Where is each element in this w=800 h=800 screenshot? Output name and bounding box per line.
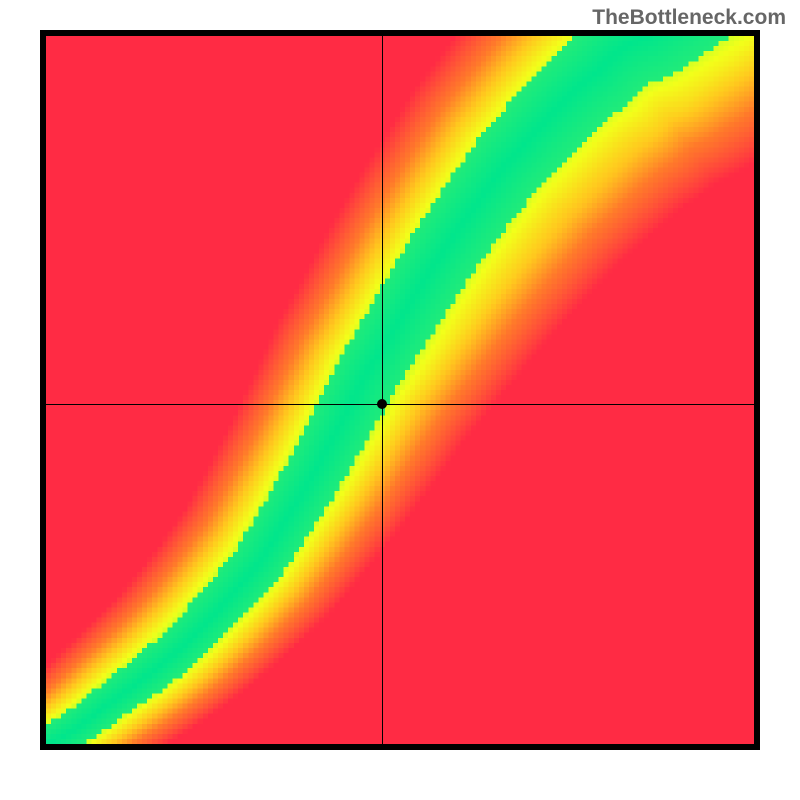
heatmap-plot xyxy=(40,30,760,750)
heatmap-canvas xyxy=(46,36,754,744)
watermark-text: TheBottleneck.com xyxy=(592,6,786,30)
